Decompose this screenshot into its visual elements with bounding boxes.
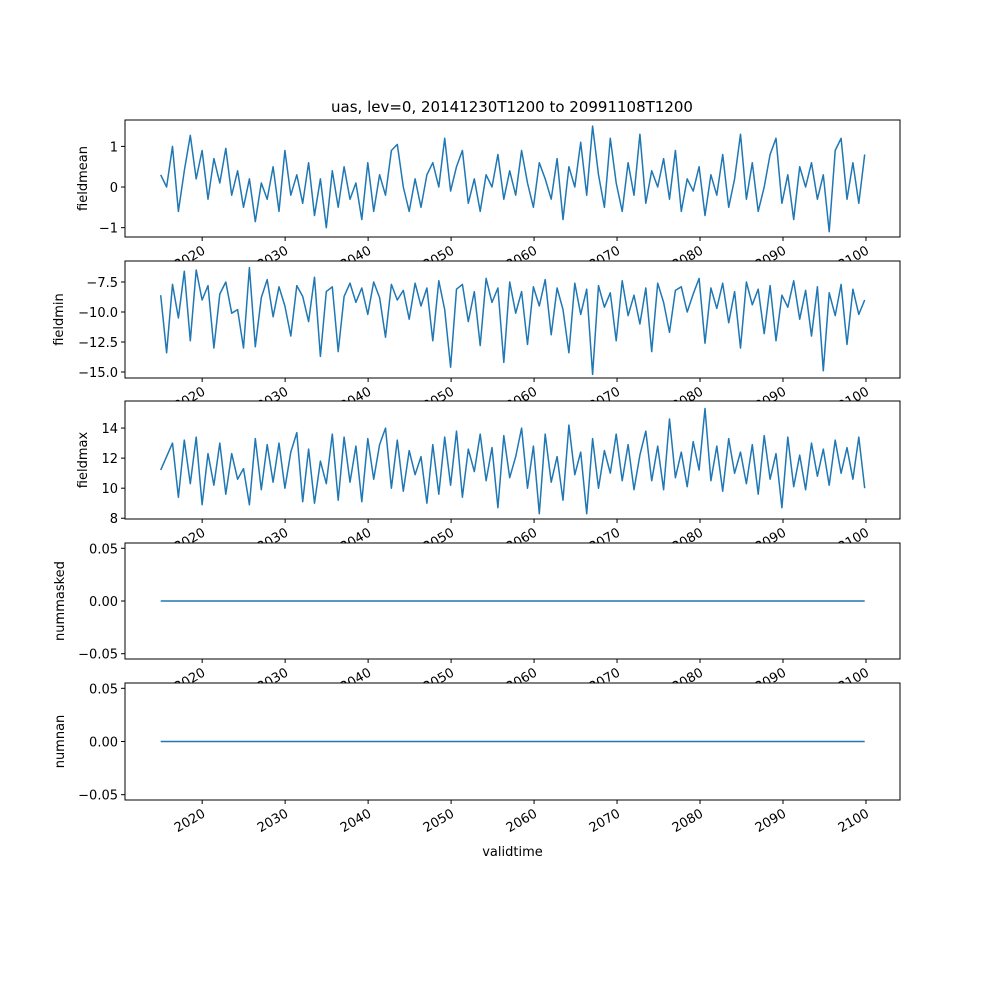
y-tick-label: −12.5 <box>78 336 118 351</box>
y-tick-label: 0.05 <box>89 682 118 697</box>
axes-background <box>125 120 900 237</box>
y-tick-label: −15.0 <box>78 366 118 381</box>
axes-frame <box>124 260 901 379</box>
y-tick-label: −0.05 <box>78 648 118 663</box>
y-tick-label: 14 <box>101 422 118 437</box>
y-tick-label: −7.5 <box>86 276 118 291</box>
fieldmax-series-line <box>160 407 866 515</box>
y-tick-label: −0.05 <box>78 789 118 804</box>
x-axis-label: validtime <box>482 845 543 860</box>
y-axis-label: numnan <box>53 715 68 769</box>
y-tick-label: 0.05 <box>89 542 118 557</box>
axes-frame <box>124 119 901 238</box>
axes-frame <box>124 400 901 520</box>
y-tick-label: 10 <box>101 482 118 497</box>
axes-background <box>125 261 900 378</box>
y-axis-label: nummasked <box>53 561 68 641</box>
y-tick-label: 12 <box>101 452 118 467</box>
y-axis-label: fieldmax <box>76 432 91 489</box>
y-axis-label: fieldmean <box>76 146 91 211</box>
fieldmin-series-line <box>159 266 866 376</box>
y-tick-label: 0.00 <box>89 736 118 751</box>
y-tick-label: −10.0 <box>78 306 118 321</box>
y-tick-label: 8 <box>110 512 118 527</box>
y-tick-label: −1 <box>99 222 118 237</box>
y-axis-label: fieldmin <box>52 293 67 346</box>
axes-background <box>125 401 900 519</box>
chart-title: uas, lev=0, 20141230T1200 to 20991108T12… <box>331 98 693 116</box>
fieldmean-series-line <box>160 125 866 233</box>
y-tick-label: 0 <box>110 181 118 196</box>
y-tick-label: 1 <box>110 140 118 155</box>
y-tick-label: 0.00 <box>89 595 118 610</box>
